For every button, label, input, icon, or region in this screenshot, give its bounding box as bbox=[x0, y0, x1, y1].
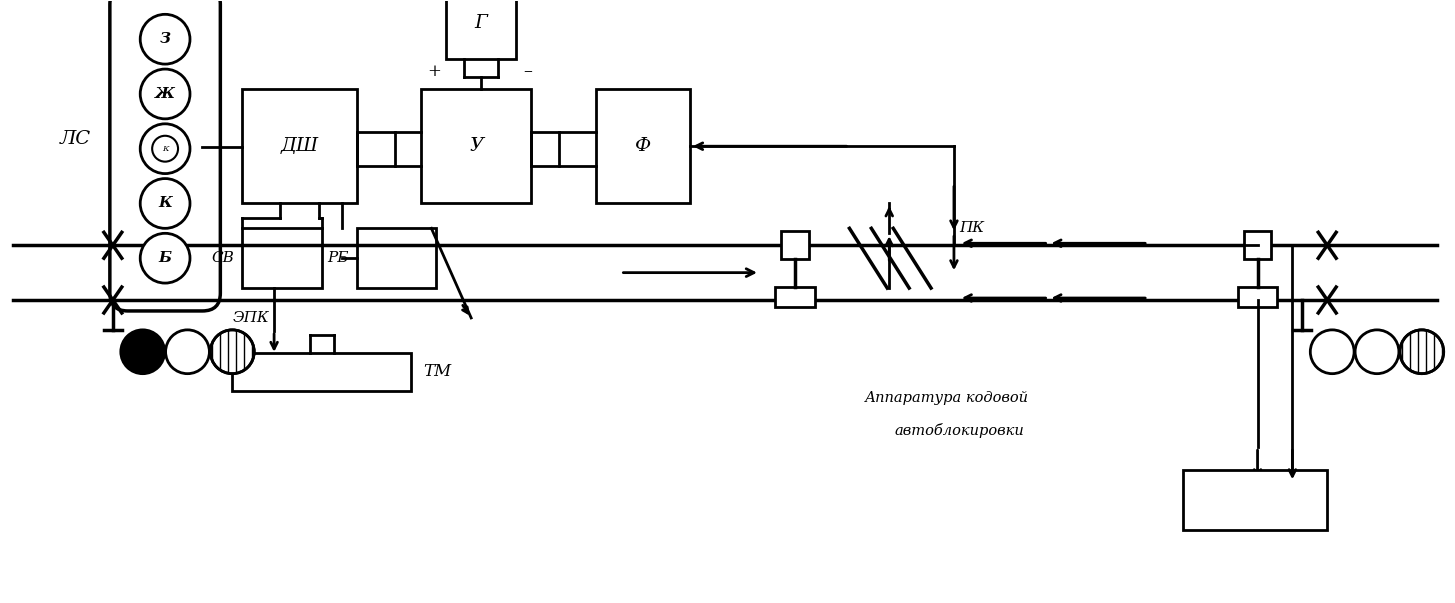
Bar bbox=[422, 89, 531, 203]
Text: У: У bbox=[469, 137, 483, 155]
Text: ЭПК: ЭПК bbox=[233, 311, 269, 325]
Text: Ж: Ж bbox=[157, 143, 172, 154]
Text: ТМ: ТМ bbox=[423, 363, 451, 380]
Bar bbox=[1244, 232, 1272, 259]
Text: К: К bbox=[162, 145, 169, 153]
Circle shape bbox=[166, 330, 210, 374]
Text: Б: Б bbox=[159, 251, 172, 265]
Bar bbox=[242, 89, 356, 203]
Text: –: – bbox=[524, 62, 533, 80]
Text: ЛС: ЛС bbox=[60, 130, 90, 148]
Circle shape bbox=[140, 178, 191, 229]
Text: З: З bbox=[160, 32, 170, 46]
Circle shape bbox=[140, 14, 191, 64]
Circle shape bbox=[140, 233, 191, 283]
Circle shape bbox=[211, 330, 255, 374]
Text: автоблокировки: автоблокировки bbox=[895, 423, 1024, 438]
Bar bbox=[1238, 287, 1277, 307]
Circle shape bbox=[1311, 330, 1355, 374]
Text: К: К bbox=[159, 197, 172, 210]
Circle shape bbox=[121, 330, 164, 374]
Text: +: + bbox=[428, 63, 441, 80]
Circle shape bbox=[153, 136, 178, 162]
Bar bbox=[781, 232, 809, 259]
Text: Ж: Ж bbox=[156, 87, 175, 101]
Bar bbox=[1183, 470, 1327, 530]
Bar bbox=[233, 353, 412, 391]
FancyBboxPatch shape bbox=[111, 0, 220, 311]
Text: Ф: Ф bbox=[634, 137, 650, 155]
Text: Аппаратура кодовой: Аппаратура кодовой bbox=[864, 391, 1029, 405]
Circle shape bbox=[140, 69, 191, 119]
Circle shape bbox=[1355, 330, 1398, 374]
Text: ПК: ПК bbox=[959, 221, 984, 235]
Bar bbox=[595, 89, 690, 203]
Text: РБ: РБ bbox=[327, 251, 349, 265]
Text: ДШ: ДШ bbox=[281, 137, 319, 155]
Bar bbox=[356, 229, 436, 288]
Circle shape bbox=[1400, 330, 1443, 374]
Bar bbox=[774, 287, 815, 307]
Text: Г: Г bbox=[474, 14, 487, 33]
Circle shape bbox=[140, 124, 191, 174]
Text: СВ: СВ bbox=[211, 251, 234, 265]
Bar bbox=[242, 229, 322, 288]
Bar bbox=[447, 0, 517, 59]
